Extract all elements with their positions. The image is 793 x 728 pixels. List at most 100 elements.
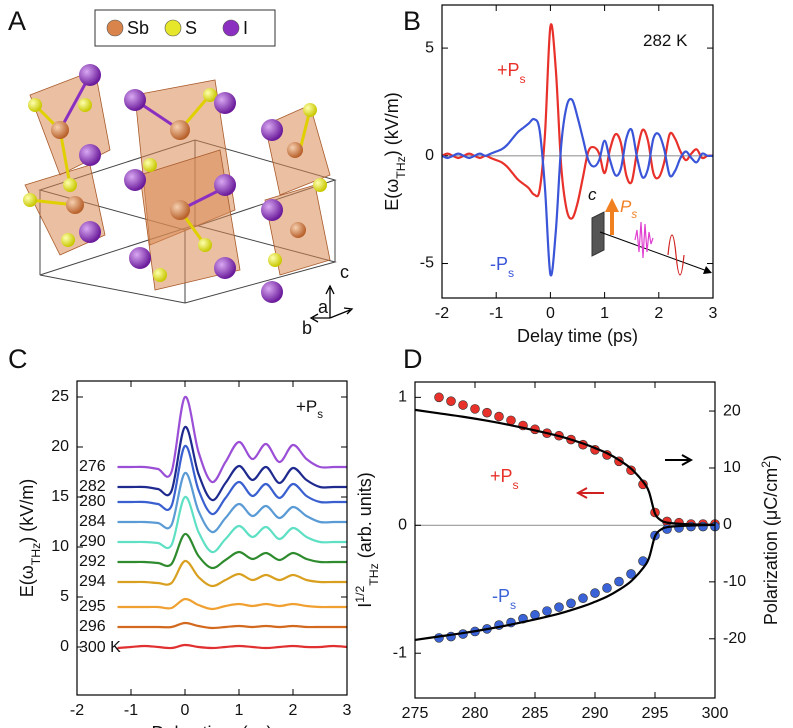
series-label-part: -P xyxy=(492,586,510,606)
y2-axis-label: Polarization (μC/cm2) xyxy=(759,455,781,625)
y-axis-label-part: E(ω xyxy=(382,179,402,211)
y-tick-label: -1 xyxy=(393,644,407,661)
inset-label: Ps xyxy=(620,197,637,221)
x-tick-label: -2 xyxy=(435,305,449,322)
axis-label: c xyxy=(340,262,349,282)
y-tick-label: 5 xyxy=(425,39,434,56)
y2-tick-label: 20 xyxy=(723,402,741,419)
series-line xyxy=(441,23,714,220)
data-point xyxy=(590,588,600,598)
data-point xyxy=(554,602,564,612)
data-point xyxy=(542,606,552,616)
legend-swatch xyxy=(164,19,182,37)
plot-frame xyxy=(414,381,716,699)
panel-label: A xyxy=(8,6,26,36)
y-axis-label: E(ωTHz) (kV/m) xyxy=(382,92,408,210)
x-tick-label: 295 xyxy=(642,705,669,722)
series-line xyxy=(117,559,347,588)
axis-label: b xyxy=(302,318,312,338)
x-tick-label: -2 xyxy=(70,702,84,719)
series-line xyxy=(117,643,348,650)
x-tick-label: 2 xyxy=(654,305,663,322)
series-line xyxy=(117,597,347,611)
plot-frame xyxy=(441,4,714,299)
annotation-part: s xyxy=(317,409,323,421)
series-line xyxy=(117,495,347,554)
series-label: 296 xyxy=(79,618,106,635)
series-line xyxy=(117,425,348,502)
series-line xyxy=(117,444,347,516)
series-line xyxy=(414,523,716,642)
series-label: 295 xyxy=(79,598,106,615)
y-tick-label: 20 xyxy=(51,438,69,455)
series-line xyxy=(441,97,714,277)
series-label-part: +P xyxy=(497,60,520,80)
y2-axis-label-part: 2 xyxy=(759,461,773,468)
y-axis-label-part: I xyxy=(355,603,375,608)
x-tick-label: 3 xyxy=(343,702,352,719)
data-point xyxy=(470,404,480,414)
panel-label: C xyxy=(8,344,28,374)
y-axis-label: E(ωTHz) (kV/m) xyxy=(17,479,43,597)
y-axis-label-part: THz xyxy=(29,543,43,565)
inset-label: c xyxy=(588,185,597,204)
inset-label-part: P xyxy=(620,197,632,216)
axis-label: a xyxy=(318,297,329,317)
x-tick-label: 290 xyxy=(582,705,609,722)
y-axis-label-part: (arb. units) xyxy=(355,472,375,563)
series-label: 280 xyxy=(79,493,106,510)
y2-axis-label-part: ) xyxy=(761,455,781,461)
y-tick-label: 0 xyxy=(398,517,407,534)
x-tick-label: 1 xyxy=(235,702,244,719)
x-tick-label: -1 xyxy=(489,305,503,322)
y-tick-label: 5 xyxy=(60,588,69,605)
series-label: +Ps xyxy=(490,466,519,492)
data-point xyxy=(626,569,636,579)
legend-label: I xyxy=(243,18,248,38)
x-axis-label: Temperature (K) xyxy=(500,726,630,728)
series-label-part: s xyxy=(513,478,519,492)
series-line xyxy=(414,408,716,527)
y-axis-label-part: ) (kV/m) xyxy=(17,479,37,543)
y2-axis-label-part: Polarization (μC/cm xyxy=(761,468,781,625)
series-label: -Ps xyxy=(492,586,516,612)
data-point xyxy=(434,392,444,403)
y2-tick-label: 0 xyxy=(723,516,732,533)
series-line xyxy=(117,471,347,534)
x-axis-label: Delay time (ps) xyxy=(517,326,638,346)
series-line xyxy=(117,395,347,484)
series-line xyxy=(117,532,347,570)
arrow xyxy=(575,487,604,499)
series-label-part: s xyxy=(520,72,526,86)
legend-box xyxy=(94,9,276,47)
plot-frame xyxy=(76,380,348,696)
y2-tick-label: 10 xyxy=(723,459,741,476)
y-axis-label-part: E(ω xyxy=(17,565,37,597)
x-tick-label: 300 xyxy=(702,705,729,722)
x-tick-label: 1 xyxy=(600,305,609,322)
series-label: 294 xyxy=(79,573,106,590)
legend-swatch xyxy=(106,19,124,37)
series-label: 290 xyxy=(79,533,106,550)
legend-swatch xyxy=(222,19,240,37)
inset-label-part: s xyxy=(631,209,637,221)
y-tick-label: 0 xyxy=(425,147,434,164)
series-label-part: s xyxy=(508,266,514,280)
x-tick-label: 2 xyxy=(289,702,298,719)
y-tick-label: 15 xyxy=(51,488,69,505)
crystal-drawing xyxy=(23,64,354,323)
y-axis-label-part: ) (kV/m) xyxy=(382,92,402,156)
y-axis-label-part: THz xyxy=(367,563,381,585)
y-tick-label: 10 xyxy=(51,538,69,555)
arrow xyxy=(665,454,694,466)
x-tick-label: -1 xyxy=(124,702,138,719)
legend-label: S xyxy=(185,18,197,38)
x-tick-label: 280 xyxy=(462,705,489,722)
series-label: 276 xyxy=(79,458,106,475)
data-point xyxy=(458,400,468,410)
x-tick-label: 3 xyxy=(709,305,718,322)
x-axis-label: Delay time (ps) xyxy=(151,723,272,728)
x-tick-label: 285 xyxy=(522,705,549,722)
data-point xyxy=(446,396,456,406)
